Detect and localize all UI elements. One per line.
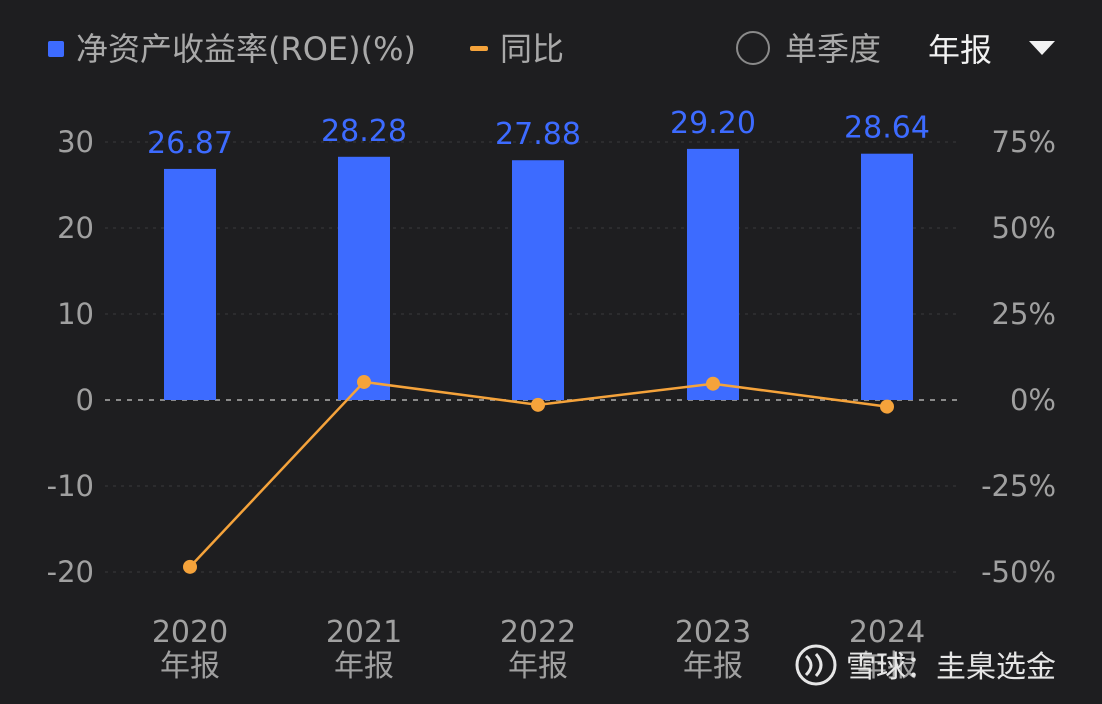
roe-bar [861, 153, 913, 400]
category-year-label: 2020 [152, 615, 228, 650]
category-year-label: 2024 [849, 615, 925, 650]
right-axis-tick-label: 75% [992, 125, 1056, 159]
category-year-label: 2021 [326, 615, 402, 650]
roe-bar [338, 156, 390, 400]
chart-header: 净资产收益率(ROE)(%) 同比 单季度 年报 [48, 30, 1055, 69]
right-y-axis: 75% 50% 25% 0% -25% -50% [981, 125, 1056, 589]
quarter-toggle-label[interactable]: 单季度 [785, 30, 881, 68]
bar-value-label: 26.87 [147, 126, 233, 161]
yoy-point [357, 374, 371, 389]
category-year-label: 2022 [500, 615, 576, 650]
yoy-point [880, 399, 894, 414]
left-axis-tick-label: -10 [47, 469, 94, 503]
quarter-toggle[interactable]: 单季度 [736, 30, 881, 68]
right-axis-tick-label: 0% [1010, 383, 1056, 417]
radio-unchecked-icon[interactable] [736, 31, 770, 65]
left-axis-tick-label: 30 [57, 125, 94, 159]
left-y-axis: 30 20 10 0 -10 -20 [47, 125, 94, 589]
legend-bar-swatch-icon [48, 41, 64, 57]
caret-down-icon[interactable] [1029, 41, 1055, 55]
yoy-line-series [183, 374, 894, 574]
legend-line-label: 同比 [500, 30, 564, 68]
grid-layer [105, 141, 960, 573]
category-period-label: 年报 [508, 649, 568, 684]
legend-bar-label: 净资产收益率(ROE)(%) [76, 30, 416, 68]
right-axis-tick-label: -50% [981, 555, 1056, 589]
category-period-label: 年报 [334, 649, 394, 684]
bar-value-label: 28.64 [844, 111, 930, 146]
bar-value-label: 29.20 [670, 106, 756, 141]
roe-bar [164, 168, 216, 400]
category-period-label: 年报 [857, 649, 917, 684]
category-period-label: 年报 [160, 649, 220, 684]
watermark: 雪球：圭臬选金 [795, 644, 1056, 686]
left-axis-tick-label: 0 [76, 383, 94, 417]
left-axis-tick-label: 20 [57, 211, 94, 245]
yoy-point [183, 559, 197, 574]
right-axis-tick-label: 25% [992, 297, 1056, 331]
yoy-point [706, 376, 720, 391]
category-year-label: 2023 [675, 615, 751, 650]
watermark-text: 雪球：圭臬选金 [846, 650, 1056, 685]
period-select[interactable]: 年报 [928, 31, 1055, 69]
roe-bar [512, 160, 564, 400]
left-axis-tick-label: -20 [47, 555, 94, 589]
category-period-label: 年报 [683, 649, 743, 684]
left-axis-tick-label: 10 [57, 297, 94, 331]
bar-value-label: 27.88 [495, 117, 581, 152]
snowball-logo-icon [795, 644, 837, 686]
yoy-point [531, 397, 545, 412]
legend-line-swatch-icon [470, 46, 488, 51]
bar-value-label: 28.28 [321, 114, 407, 149]
period-select-value[interactable]: 年报 [928, 31, 992, 69]
right-axis-tick-label: 50% [992, 211, 1056, 245]
bar-series [164, 148, 913, 400]
right-axis-tick-label: -25% [981, 469, 1056, 503]
bar-value-labels: 26.87 28.28 27.88 29.20 28.64 [147, 106, 930, 161]
roe-bar [687, 148, 739, 400]
